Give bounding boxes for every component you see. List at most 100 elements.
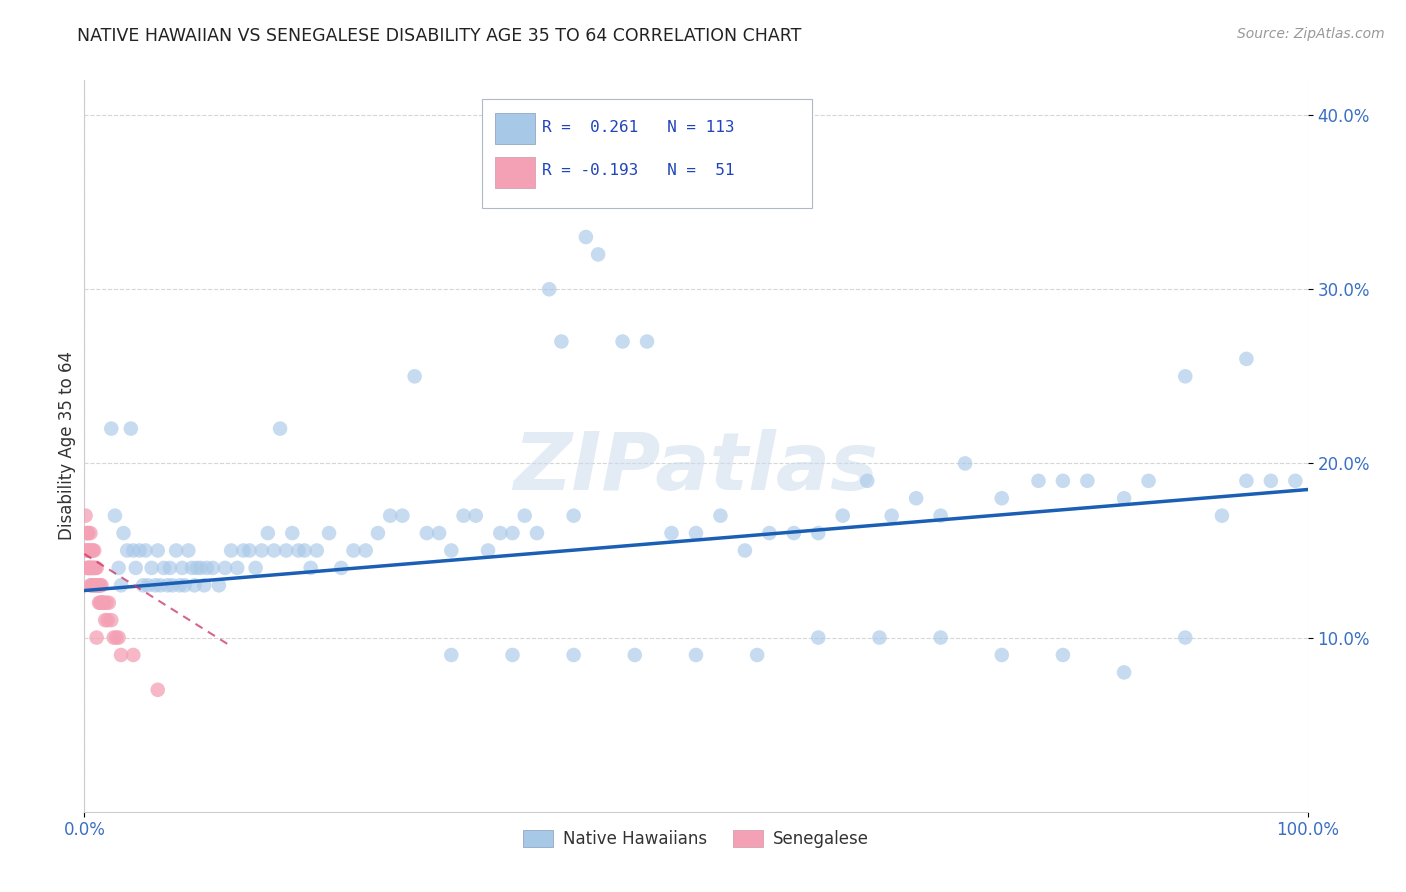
Native Hawaiians [1114, 491, 1136, 506]
FancyBboxPatch shape [482, 99, 813, 209]
Senegalese [90, 578, 112, 592]
Native Hawaiians [734, 543, 756, 558]
Senegalese [90, 596, 112, 610]
Native Hawaiians [747, 648, 769, 662]
Native Hawaiians [177, 543, 200, 558]
Senegalese [77, 526, 100, 541]
Native Hawaiians [1174, 631, 1197, 645]
Native Hawaiians [1076, 474, 1098, 488]
Native Hawaiians [685, 526, 707, 541]
Native Hawaiians [1284, 474, 1306, 488]
Senegalese [80, 543, 103, 558]
Senegalese [83, 578, 105, 592]
Senegalese [77, 561, 100, 575]
FancyBboxPatch shape [495, 113, 534, 144]
Senegalese [87, 578, 110, 592]
Text: R = -0.193   N =  51: R = -0.193 N = 51 [541, 163, 734, 178]
Native Hawaiians [122, 543, 145, 558]
Native Hawaiians [502, 526, 524, 541]
Native Hawaiians [416, 526, 439, 541]
Native Hawaiians [1174, 369, 1197, 384]
Native Hawaiians [238, 543, 260, 558]
Native Hawaiians [173, 578, 195, 592]
Native Hawaiians [181, 561, 204, 575]
Senegalese [75, 543, 97, 558]
Native Hawaiians [991, 491, 1014, 506]
Native Hawaiians [149, 578, 172, 592]
Native Hawaiians [783, 526, 806, 541]
Native Hawaiians [880, 508, 903, 523]
Native Hawaiians [477, 543, 499, 558]
Native Hawaiians [269, 421, 291, 435]
Native Hawaiians [831, 508, 853, 523]
Native Hawaiians [153, 561, 176, 575]
Native Hawaiians [489, 526, 512, 541]
Native Hawaiians [575, 230, 598, 244]
Native Hawaiians [100, 421, 122, 435]
Native Hawaiians [354, 543, 377, 558]
Senegalese [110, 648, 132, 662]
Senegalese [86, 631, 108, 645]
Native Hawaiians [1260, 474, 1282, 488]
Text: ZIPatlas: ZIPatlas [513, 429, 879, 507]
Native Hawaiians [586, 247, 609, 261]
Native Hawaiians [685, 648, 707, 662]
Native Hawaiians [1211, 508, 1233, 523]
Senegalese [146, 682, 169, 697]
Senegalese [77, 526, 100, 541]
Senegalese [77, 561, 100, 575]
Native Hawaiians [342, 543, 364, 558]
Native Hawaiians [526, 526, 548, 541]
Senegalese [122, 648, 145, 662]
Senegalese [77, 543, 100, 558]
Senegalese [97, 613, 120, 627]
Native Hawaiians [807, 631, 830, 645]
Senegalese [76, 543, 98, 558]
Senegalese [107, 631, 129, 645]
Native Hawaiians [183, 578, 205, 592]
Native Hawaiians [391, 508, 413, 523]
Native Hawaiians [758, 526, 780, 541]
Native Hawaiians [380, 508, 402, 523]
Native Hawaiians [318, 526, 340, 541]
Native Hawaiians [232, 543, 254, 558]
Native Hawaiians [250, 543, 273, 558]
Native Hawaiians [562, 648, 585, 662]
Native Hawaiians [287, 543, 309, 558]
Senegalese [94, 613, 117, 627]
Native Hawaiians [281, 526, 304, 541]
Native Hawaiians [299, 561, 322, 575]
Senegalese [84, 578, 107, 592]
Senegalese [89, 596, 111, 610]
Native Hawaiians [905, 491, 928, 506]
Native Hawaiians [141, 561, 163, 575]
Native Hawaiians [1137, 474, 1160, 488]
Native Hawaiians [263, 543, 285, 558]
Senegalese [80, 561, 103, 575]
Native Hawaiians [169, 578, 191, 592]
Senegalese [87, 578, 110, 592]
Senegalese [87, 596, 110, 610]
Native Hawaiians [208, 578, 231, 592]
Native Hawaiians [440, 543, 463, 558]
Senegalese [82, 543, 104, 558]
Senegalese [82, 561, 104, 575]
Native Hawaiians [1052, 474, 1074, 488]
Native Hawaiians [929, 508, 952, 523]
Native Hawaiians [1114, 665, 1136, 680]
Senegalese [77, 561, 100, 575]
Senegalese [83, 543, 105, 558]
Senegalese [89, 578, 111, 592]
Senegalese [103, 631, 125, 645]
Native Hawaiians [165, 543, 187, 558]
Native Hawaiians [125, 561, 148, 575]
Native Hawaiians [661, 526, 683, 541]
Native Hawaiians [120, 421, 142, 435]
FancyBboxPatch shape [495, 157, 534, 188]
Native Hawaiians [110, 578, 132, 592]
Native Hawaiians [186, 561, 208, 575]
Native Hawaiians [513, 508, 536, 523]
Senegalese [76, 561, 98, 575]
Native Hawaiians [929, 631, 952, 645]
Native Hawaiians [953, 457, 976, 471]
